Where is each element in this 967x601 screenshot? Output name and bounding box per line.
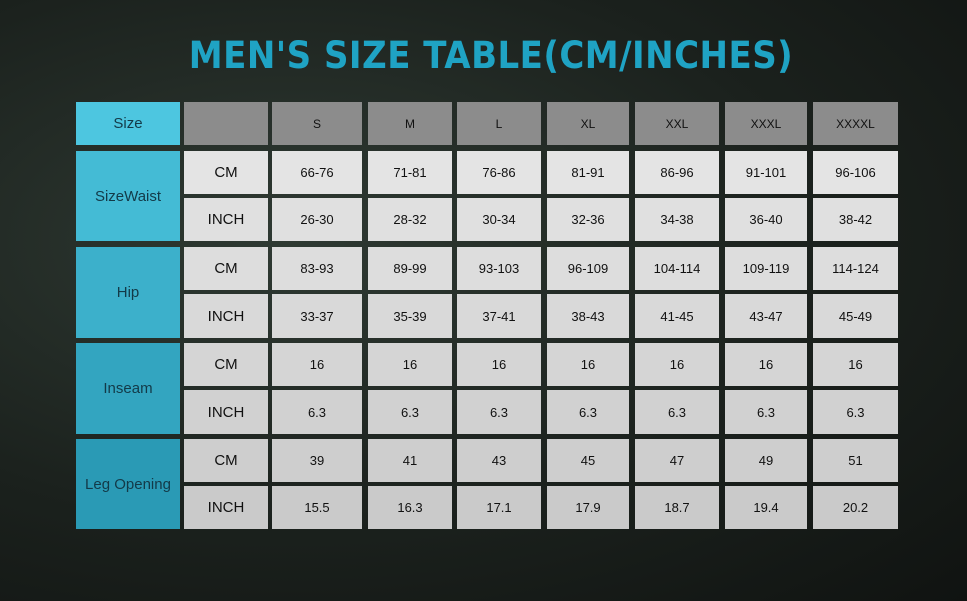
value-cell: 43: [457, 439, 541, 482]
group-label: Hip: [76, 247, 180, 338]
header-unit-cell: [184, 102, 268, 145]
value-cell: 45: [547, 439, 629, 482]
value-cell: 20.2: [813, 486, 898, 529]
value-cell: 37-41: [457, 294, 541, 338]
value-cell: 41: [368, 439, 452, 482]
value-cell: 16: [457, 343, 541, 386]
value-cell: 17.1: [457, 486, 541, 529]
value-cell: 47: [635, 439, 719, 482]
value-cell: 36-40: [725, 198, 807, 241]
value-cell: 38-42: [813, 198, 898, 241]
value-cell: 6.3: [725, 390, 807, 434]
value-cell: 43-47: [725, 294, 807, 338]
value-cell: 33-37: [272, 294, 362, 338]
value-cell: 91-101: [725, 151, 807, 194]
header-size-xxxxl: XXXXL: [813, 102, 898, 145]
value-cell: 16.3: [368, 486, 452, 529]
value-cell: 39: [272, 439, 362, 482]
value-cell: 16: [725, 343, 807, 386]
value-cell: 86-96: [635, 151, 719, 194]
header-size-xxl: XXL: [635, 102, 719, 145]
value-cell: 28-32: [368, 198, 452, 241]
value-cell: 96-109: [547, 247, 629, 290]
header-size-xxxl: XXXL: [725, 102, 807, 145]
value-cell: 41-45: [635, 294, 719, 338]
unit-cell: CM: [184, 247, 268, 290]
group-label: SizeWaist: [76, 151, 180, 241]
value-cell: 104-114: [635, 247, 719, 290]
value-cell: 96-106: [813, 151, 898, 194]
value-cell: 6.3: [813, 390, 898, 434]
value-cell: 6.3: [547, 390, 629, 434]
value-cell: 16: [635, 343, 719, 386]
header-size-label: Size: [76, 102, 180, 145]
value-cell: 16: [368, 343, 452, 386]
value-cell: 35-39: [368, 294, 452, 338]
value-cell: 16: [547, 343, 629, 386]
value-cell: 38-43: [547, 294, 629, 338]
group-label: Leg Opening: [76, 439, 180, 529]
value-cell: 93-103: [457, 247, 541, 290]
unit-cell: INCH: [184, 486, 268, 529]
value-cell: 81-91: [547, 151, 629, 194]
value-cell: 6.3: [457, 390, 541, 434]
unit-cell: INCH: [184, 390, 268, 434]
value-cell: 83-93: [272, 247, 362, 290]
header-size-xl: XL: [547, 102, 629, 145]
page-title: MEN'S SIZE TABLE(CM/INCHES): [188, 34, 794, 77]
value-cell: 19.4: [725, 486, 807, 529]
value-cell: 30-34: [457, 198, 541, 241]
value-cell: 6.3: [272, 390, 362, 434]
unit-cell: CM: [184, 439, 268, 482]
value-cell: 15.5: [272, 486, 362, 529]
unit-cell: CM: [184, 151, 268, 194]
unit-cell: INCH: [184, 198, 268, 241]
value-cell: 34-38: [635, 198, 719, 241]
header-size-s: S: [272, 102, 362, 145]
value-cell: 66-76: [272, 151, 362, 194]
header-size-l: L: [457, 102, 541, 145]
value-cell: 16: [272, 343, 362, 386]
value-cell: 76-86: [457, 151, 541, 194]
group-label: Inseam: [76, 343, 180, 434]
value-cell: 32-36: [547, 198, 629, 241]
value-cell: 49: [725, 439, 807, 482]
value-cell: 45-49: [813, 294, 898, 338]
value-cell: 71-81: [368, 151, 452, 194]
value-cell: 17.9: [547, 486, 629, 529]
value-cell: 26-30: [272, 198, 362, 241]
value-cell: 109-119: [725, 247, 807, 290]
unit-cell: CM: [184, 343, 268, 386]
value-cell: 6.3: [368, 390, 452, 434]
value-cell: 51: [813, 439, 898, 482]
header-size-m: M: [368, 102, 452, 145]
value-cell: 6.3: [635, 390, 719, 434]
value-cell: 89-99: [368, 247, 452, 290]
value-cell: 18.7: [635, 486, 719, 529]
value-cell: 16: [813, 343, 898, 386]
unit-cell: INCH: [184, 294, 268, 338]
value-cell: 114-124: [813, 247, 898, 290]
